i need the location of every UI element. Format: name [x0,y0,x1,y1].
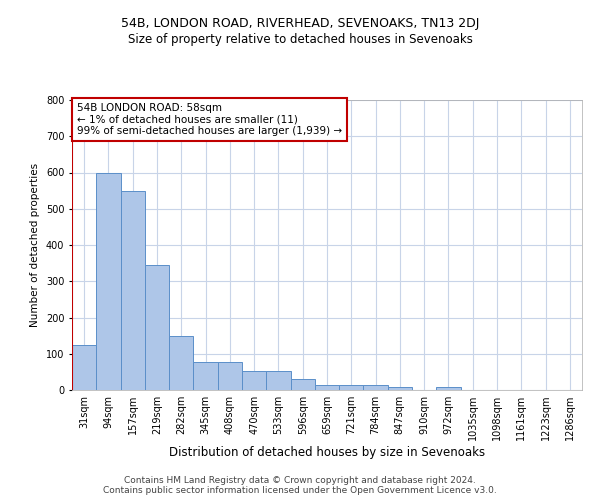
Bar [145,265,169,390]
Y-axis label: Number of detached properties: Number of detached properties [31,163,40,327]
Bar [436,387,461,390]
Text: 54B, LONDON ROAD, RIVERHEAD, SEVENOAKS, TN13 2DJ: 54B, LONDON ROAD, RIVERHEAD, SEVENOAKS, … [121,18,479,30]
Text: Contains HM Land Registry data © Crown copyright and database right 2024.
Contai: Contains HM Land Registry data © Crown c… [103,476,497,495]
Bar [72,344,96,390]
Bar [169,336,193,390]
Bar [388,387,412,390]
Text: 54B LONDON ROAD: 58sqm
← 1% of detached houses are smaller (11)
99% of semi-deta: 54B LONDON ROAD: 58sqm ← 1% of detached … [77,103,342,136]
Bar [121,190,145,390]
Bar [218,362,242,390]
Bar [266,371,290,390]
Bar [339,386,364,390]
Bar [96,172,121,390]
Bar [315,384,339,390]
Bar [193,362,218,390]
Bar [242,371,266,390]
Bar [290,379,315,390]
Text: Size of property relative to detached houses in Sevenoaks: Size of property relative to detached ho… [128,32,472,46]
X-axis label: Distribution of detached houses by size in Sevenoaks: Distribution of detached houses by size … [169,446,485,459]
Bar [364,386,388,390]
